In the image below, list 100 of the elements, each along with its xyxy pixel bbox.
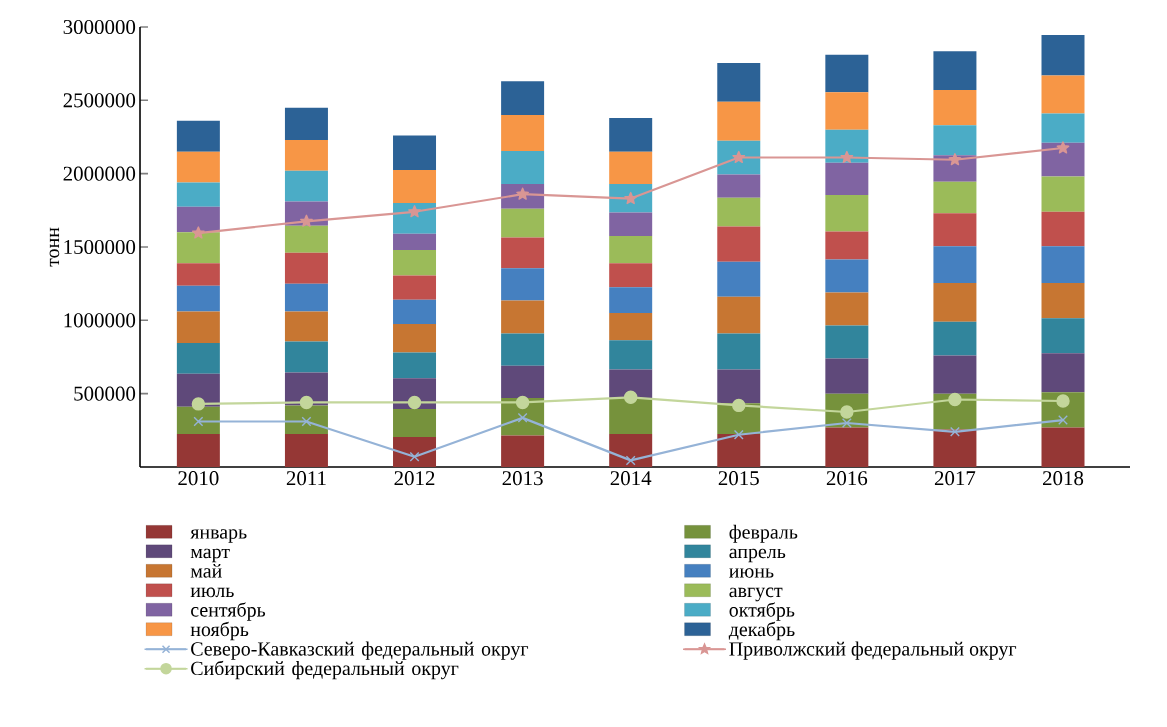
bar xyxy=(284,252,328,284)
bar xyxy=(501,365,545,399)
bar xyxy=(176,433,220,467)
bar xyxy=(501,150,545,184)
bar xyxy=(609,433,653,467)
bar xyxy=(284,341,328,373)
point xyxy=(191,397,206,411)
bar xyxy=(609,235,653,264)
bar xyxy=(176,263,220,286)
bar xyxy=(501,237,545,269)
bar xyxy=(933,213,977,247)
point xyxy=(1056,394,1070,408)
bar xyxy=(176,120,220,152)
bar xyxy=(501,114,545,151)
legend-label: июнь xyxy=(729,568,774,578)
y-tick-label: 1000000 xyxy=(64,313,136,328)
bar xyxy=(393,135,437,170)
bar xyxy=(284,107,328,140)
legend-label: октябрь xyxy=(729,602,795,621)
bar xyxy=(1041,113,1085,143)
legend-label: январь xyxy=(190,529,247,543)
bar xyxy=(393,249,437,276)
bar xyxy=(176,311,220,344)
bar xyxy=(717,62,761,102)
bar xyxy=(176,151,220,183)
bar xyxy=(825,92,869,130)
bar xyxy=(933,90,977,126)
bar xyxy=(933,321,977,356)
bar xyxy=(825,358,869,394)
bar xyxy=(1041,176,1085,212)
bar xyxy=(176,285,220,312)
point xyxy=(623,390,638,405)
bar xyxy=(825,259,869,293)
bar xyxy=(717,369,761,404)
y-tick-label: 2000000 xyxy=(63,166,136,181)
bar xyxy=(717,296,761,334)
y-tick-label: 500000 xyxy=(74,386,136,401)
point xyxy=(1058,415,1068,425)
point xyxy=(299,395,314,410)
bar xyxy=(717,261,761,297)
legend-label: июль xyxy=(190,587,234,598)
legend-label: август xyxy=(729,587,783,602)
bar xyxy=(284,139,328,171)
bar xyxy=(609,312,653,341)
bar xyxy=(284,225,328,253)
x-tick-label: 2010 xyxy=(178,471,219,486)
y-tick-label: 3000000 xyxy=(63,19,136,35)
x-tick-label: 2012 xyxy=(394,471,435,486)
bar xyxy=(1041,142,1085,177)
bar xyxy=(609,340,653,370)
bar xyxy=(501,208,545,238)
x-tick-label: 2018 xyxy=(1043,471,1084,486)
bar xyxy=(717,101,761,141)
bar xyxy=(284,433,328,467)
bar xyxy=(176,182,220,207)
bar xyxy=(501,81,545,115)
legend-label: Сибирский федеральный округ xyxy=(191,660,459,680)
bar xyxy=(609,263,653,288)
point xyxy=(625,455,636,466)
x-tick-label: 2011 xyxy=(286,471,326,486)
bar xyxy=(176,232,220,264)
bar xyxy=(609,287,653,313)
bar xyxy=(393,409,437,437)
point xyxy=(732,398,746,413)
bar xyxy=(1041,318,1085,354)
bar xyxy=(609,117,653,152)
bar xyxy=(609,369,653,399)
bar xyxy=(933,181,977,214)
bar xyxy=(501,435,545,467)
point xyxy=(515,395,530,410)
bar xyxy=(933,429,977,467)
bar xyxy=(176,406,220,434)
bar xyxy=(717,433,761,467)
x-tick-label: 2014 xyxy=(610,471,652,486)
bar xyxy=(284,311,328,342)
legend-label: ноябрь xyxy=(190,621,249,641)
legend-label: март xyxy=(190,548,230,563)
legend-label: Приволжский федеральный округ xyxy=(729,641,1017,660)
y-axis-title: тонн xyxy=(49,227,60,267)
point xyxy=(408,205,421,218)
point xyxy=(733,429,744,440)
point xyxy=(840,150,854,164)
bar xyxy=(501,300,545,334)
bar xyxy=(609,151,653,184)
bar xyxy=(717,197,761,227)
bar xyxy=(933,125,977,156)
bar xyxy=(393,169,437,203)
bar xyxy=(176,373,220,407)
bar xyxy=(393,275,437,300)
bar xyxy=(1041,211,1085,247)
point xyxy=(948,392,962,407)
bar xyxy=(393,352,437,379)
bar xyxy=(284,283,328,312)
bar xyxy=(393,323,437,353)
bar xyxy=(825,54,869,93)
bar xyxy=(825,292,869,326)
bar xyxy=(1041,282,1085,319)
x-tick-label: 2016 xyxy=(826,471,868,486)
x-tick-label: 2015 xyxy=(718,471,759,486)
point xyxy=(1056,141,1070,154)
